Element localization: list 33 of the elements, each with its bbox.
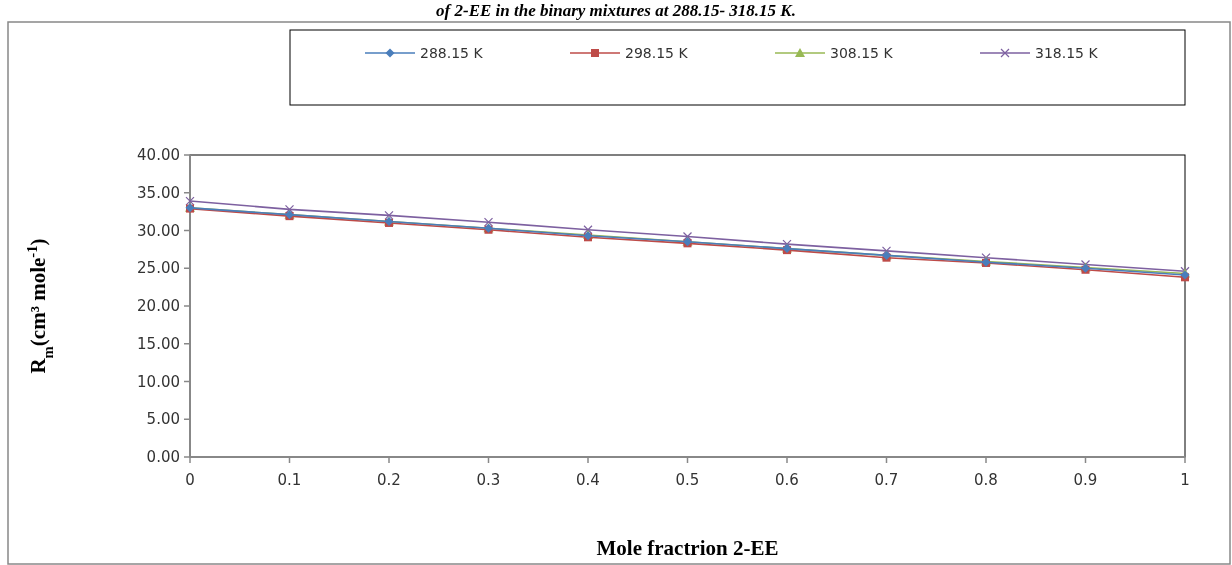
legend-label: 308.15 K [830, 45, 894, 61]
x-axis-title: Mole fractrion 2-EE [596, 536, 779, 560]
point [682, 231, 693, 242]
x-tick-label: 0.5 [675, 471, 700, 489]
x-tick-label: 0.2 [377, 471, 401, 489]
chart-title: of 2-EE in the binary mixtures at 288.15- 318.15 K. [436, 1, 796, 20]
x-tick-label: 0.6 [775, 471, 799, 489]
x-tick-label: 0.7 [874, 471, 899, 489]
y-tick-label: 15.00 [137, 334, 180, 353]
y-tick-label: 30.00 [137, 221, 180, 240]
y-tick-label: 10.00 [137, 372, 180, 391]
x-tick-label: 0.4 [576, 471, 600, 489]
y-tick-label: 20.00 [137, 297, 180, 315]
point [185, 196, 195, 206]
y-tick-label: 40.00 [137, 146, 180, 164]
y-tick-label: 0.00 [146, 448, 180, 466]
x-tick-label: 0.8 [974, 471, 998, 489]
point [881, 246, 892, 256]
legend-label: 288.15 K [420, 45, 484, 61]
y-tick-label: 35.00 [137, 183, 180, 202]
legend-label: 298.15 K [625, 45, 689, 61]
x-tick-label: 0.3 [476, 471, 501, 489]
x-tick-label: 0.1 [277, 471, 302, 489]
point [583, 225, 593, 235]
point [483, 217, 494, 227]
point [384, 210, 394, 220]
y-tick-label: 25.00 [137, 259, 180, 278]
point [284, 204, 295, 214]
x-tick-label: 0.9 [1073, 471, 1098, 489]
legend-label: 318.15 K [1035, 45, 1099, 61]
y-tick-label: 5.00 [146, 410, 180, 429]
x-tick-label: 1 [1180, 471, 1190, 489]
x-tick-label: 0 [185, 471, 195, 489]
